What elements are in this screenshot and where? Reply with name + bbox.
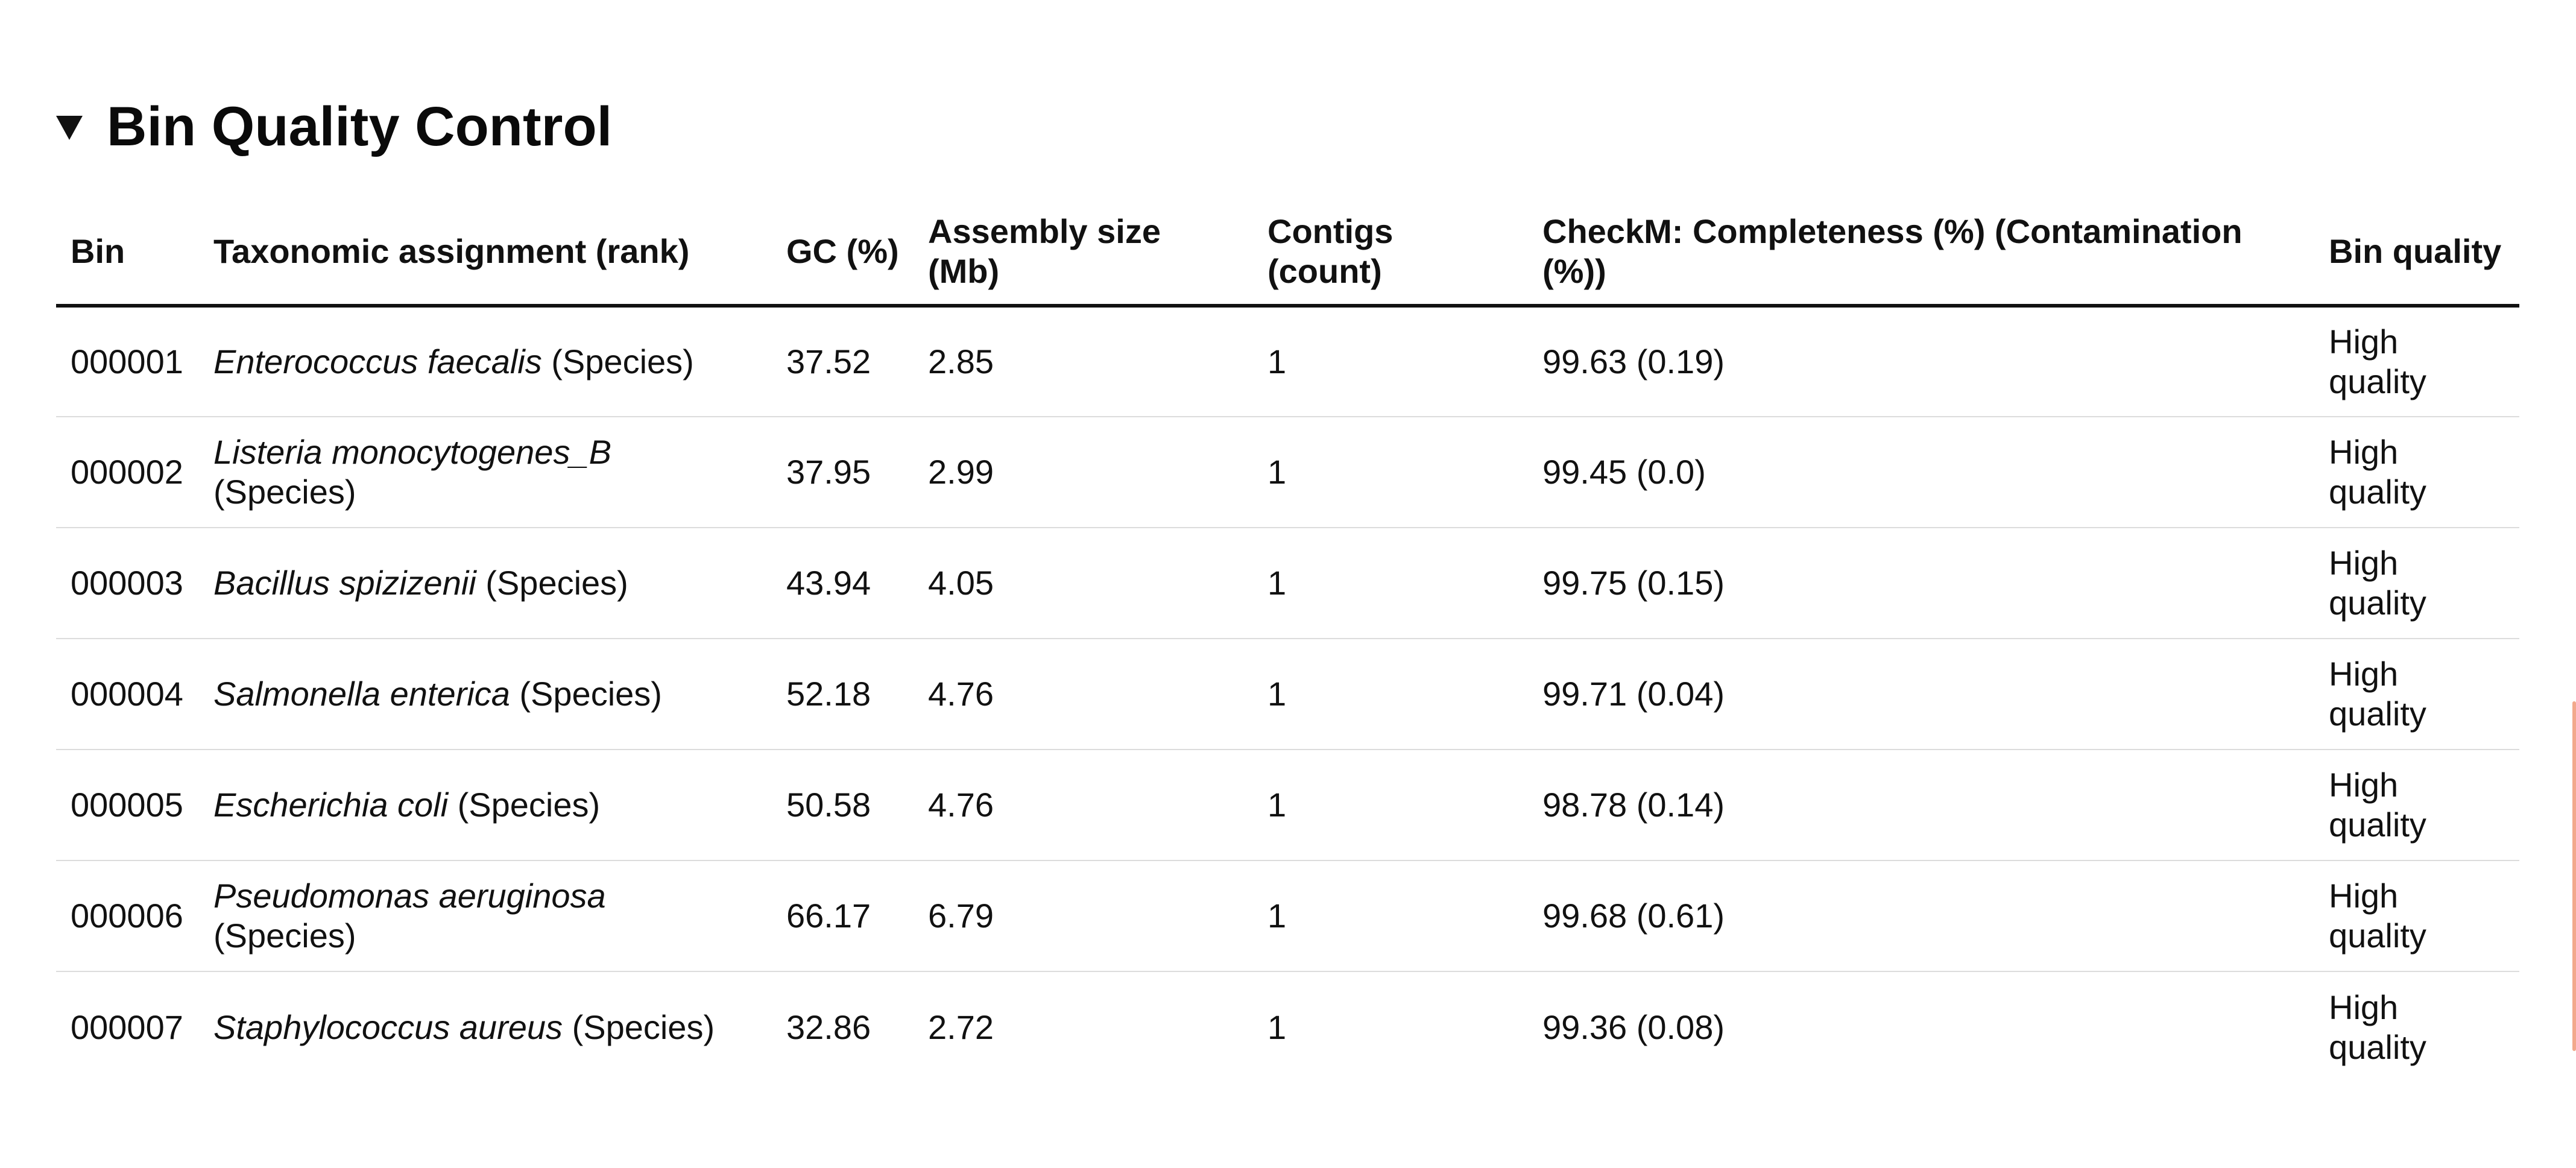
rank-label: (Species): [541, 343, 694, 380]
cell-taxonomy: Pseudomonas aeruginosa (Species): [199, 860, 772, 972]
cell-taxonomy: Bacillus spizizenii (Species): [199, 528, 772, 639]
cell-checkm: 98.78 (0.14): [1528, 750, 2314, 861]
column-header-bin: Bin: [56, 199, 199, 308]
cell-bin: 000001: [56, 306, 199, 417]
cell-bin-quality: High quality: [2314, 860, 2519, 972]
table-row: 000007 Staphylococcus aureus (Species) 3…: [56, 971, 2519, 1082]
rank-label: (Species): [213, 473, 356, 511]
cell-gc: 32.86: [786, 1008, 871, 1046]
cell-bin-quality: High quality: [2314, 750, 2519, 861]
cell-bin-quality: High quality: [2329, 988, 2426, 1066]
column-header-gc: GC (%): [772, 199, 914, 308]
cell-assembly-size: 6.79: [914, 860, 1253, 972]
section-header[interactable]: Bin Quality Control: [56, 87, 2519, 166]
cell-checkm: 99.71 (0.04): [1528, 639, 2314, 750]
triangle-down-icon[interactable]: [56, 116, 83, 140]
cell-assembly-size: 4.76: [914, 750, 1253, 861]
cell-bin: 000002: [56, 417, 199, 528]
cell-bin-quality: High quality: [2314, 639, 2519, 750]
table-row: 000001 Enterococcus faecalis (Species) 3…: [56, 306, 2519, 417]
rank-label: (Species): [510, 675, 662, 713]
column-header-bin-quality: Bin quality: [2314, 199, 2519, 308]
section-title: Bin Quality Control: [107, 96, 613, 157]
table-row: 000004 Salmonella enterica (Species) 52.…: [56, 639, 2519, 750]
cell-checkm: 99.63 (0.19): [1528, 306, 2314, 417]
cell-gc: 43.94: [772, 528, 914, 639]
rank-label: (Species): [563, 1008, 715, 1046]
column-header-assembly-size: Assembly size (Mb): [914, 199, 1253, 308]
table-row: 000006 Pseudomonas aeruginosa (Species) …: [56, 860, 2519, 972]
cell-bin-quality: High quality: [2314, 528, 2519, 639]
cell-assembly-size: 4.76: [914, 639, 1253, 750]
vertical-scrollbar[interactable]: [2572, 701, 2576, 1051]
cell-taxonomy: Staphylococcus aureus (Species): [199, 971, 772, 1082]
cell-checkm: 99.75 (0.15): [1528, 528, 2314, 639]
cell-assembly-size: 2.72: [928, 1008, 994, 1046]
table-row: 000005 Escherichia coli (Species) 50.58 …: [56, 750, 2519, 861]
bin-quality-table: Bin Taxonomic assignment (rank) GC (%) A…: [56, 199, 2519, 1082]
rank-label: (Species): [448, 786, 601, 824]
cell-taxonomy: Enterococcus faecalis (Species): [199, 306, 772, 417]
species-name: Bacillus spizizenii: [213, 564, 476, 602]
table-row: 000003 Bacillus spizizenii (Species) 43.…: [56, 528, 2519, 639]
cell-gc: 50.58: [772, 750, 914, 861]
cell-contigs: 1: [1253, 528, 1528, 639]
cell-taxonomy: Salmonella enterica (Species): [199, 639, 772, 750]
cell-contigs: 1: [1267, 1008, 1287, 1046]
cell-contigs: 1: [1253, 306, 1528, 417]
column-header-taxonomy: Taxonomic assignment (rank): [199, 199, 772, 308]
cell-bin: 000004: [56, 639, 199, 750]
table-row: 000002 Listeria monocytogenes_B (Species…: [56, 417, 2519, 528]
species-name: Escherichia coli: [213, 786, 449, 824]
cell-assembly-size: 4.05: [914, 528, 1253, 639]
cell-checkm: 99.68 (0.61): [1528, 860, 2314, 972]
cell-bin: 000006: [56, 860, 199, 972]
cell-contigs: 1: [1253, 417, 1528, 528]
cell-bin-quality: High quality: [2314, 417, 2519, 528]
species-name: Pseudomonas aeruginosa: [213, 877, 606, 915]
cell-gc: 52.18: [772, 639, 914, 750]
cell-contigs: 1: [1253, 639, 1528, 750]
cell-gc: 66.17: [772, 860, 914, 972]
rank-label: (Species): [476, 564, 628, 602]
cell-taxonomy: Listeria monocytogenes_B (Species): [199, 417, 772, 528]
cell-assembly-size: 2.99: [914, 417, 1253, 528]
cell-bin: 000007: [71, 1008, 183, 1046]
species-name: Staphylococcus aureus: [213, 1008, 563, 1046]
species-name: Listeria monocytogenes_B: [213, 433, 611, 471]
cell-taxonomy: Escherichia coli (Species): [199, 750, 772, 861]
cell-checkm: 99.36 (0.08): [1542, 1008, 1725, 1046]
table-header-row: Bin Taxonomic assignment (rank) GC (%) A…: [56, 199, 2519, 308]
cell-checkm: 99.45 (0.0): [1528, 417, 2314, 528]
cell-bin: 000005: [56, 750, 199, 861]
cell-bin-quality: High quality: [2314, 306, 2519, 417]
species-name: Salmonella enterica: [213, 675, 510, 713]
cell-assembly-size: 2.85: [914, 306, 1253, 417]
cell-gc: 37.95: [772, 417, 914, 528]
column-header-checkm: CheckM: Completeness (%) (Contamination …: [1528, 199, 2314, 308]
cell-bin: 000003: [56, 528, 199, 639]
cell-contigs: 1: [1253, 750, 1528, 861]
bin-quality-control-section: Bin Quality Control Bin Taxonomic assign…: [56, 87, 2519, 1066]
cell-contigs: 1: [1253, 860, 1528, 972]
cell-gc: 37.52: [772, 306, 914, 417]
rank-label: (Species): [213, 917, 356, 955]
species-name: Enterococcus faecalis: [213, 343, 542, 380]
column-header-contigs: Contigs (count): [1253, 199, 1528, 308]
